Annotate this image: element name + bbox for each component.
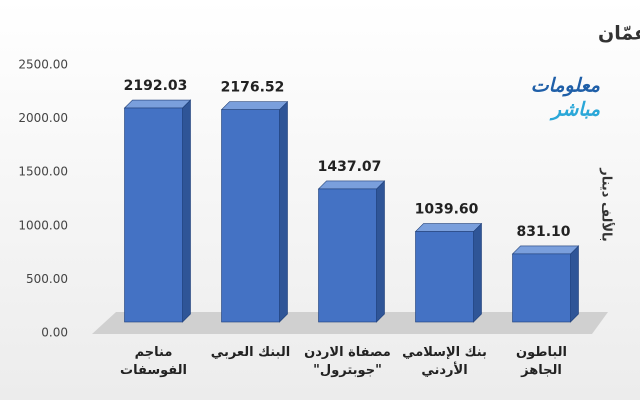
bar-side (570, 245, 579, 323)
x-tick-label: الباطون الجاهز (515, 345, 568, 378)
watermark: مباشر (549, 99, 601, 121)
y-tick-label: 1000.00 (18, 218, 68, 232)
bar-side (279, 100, 288, 323)
y-tick-label: 2500.00 (18, 58, 68, 72)
x-tick-label: بنك الإسلامي الأردني (402, 345, 487, 378)
y-tick-label: 500.00 (26, 272, 68, 286)
bar-side (376, 180, 385, 323)
value-label: 2192.03 (124, 78, 188, 94)
bar-top (220, 101, 289, 110)
watermark: معلومات (531, 75, 601, 97)
bar-top (414, 223, 483, 232)
bar-side (182, 99, 191, 323)
bar-front (221, 109, 280, 323)
bar (123, 99, 192, 323)
bar-front (512, 253, 571, 323)
value-label: 2176.52 (221, 80, 285, 96)
y-tick-label: 1500.00 (18, 165, 68, 179)
bar-top (123, 99, 192, 109)
floor (92, 312, 608, 334)
bar (317, 180, 386, 323)
bar (511, 245, 580, 323)
value-label: 1437.07 (318, 159, 382, 175)
bar (220, 100, 289, 323)
x-tick-label: مصفاة الاردن "جوبترول" (304, 345, 391, 378)
bar-side (473, 222, 482, 323)
x-tick-label: البنك العربي (210, 345, 291, 360)
bar-top (511, 245, 580, 255)
bar-top (317, 180, 386, 190)
bar-front (318, 188, 377, 323)
bar-front (124, 107, 183, 323)
bar (414, 222, 483, 323)
value-label: 1039.60 (415, 202, 479, 218)
y-tick-label: 0.00 (41, 326, 68, 340)
chart-title: أنشط 5 أسهم قيمةً ببورصة عمّان (598, 21, 640, 45)
y-axis-label: بالألف دينار (599, 167, 616, 242)
x-tick-label: مناجم الفوسفات (120, 345, 187, 378)
bar-front (415, 231, 474, 323)
value-label: 831.10 (516, 224, 570, 240)
y-tick-label: 2000.00 (18, 111, 68, 125)
